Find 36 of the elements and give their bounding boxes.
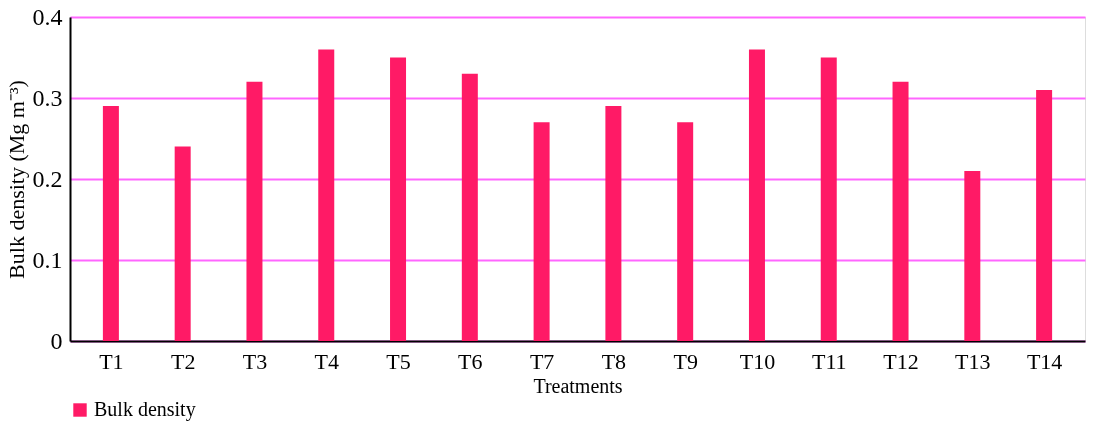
x-tick-label: T8 <box>601 348 627 374</box>
x-tick-label: T13 <box>955 348 991 374</box>
bar <box>748 49 765 341</box>
x-tick-label: T3 <box>242 348 268 374</box>
bar <box>964 170 981 341</box>
x-tick-label: T4 <box>314 348 339 374</box>
x-tick-label: T11 <box>811 348 847 374</box>
x-tick-label: T5 <box>386 348 411 374</box>
y-tick-label: 0.3 <box>32 84 63 111</box>
bar <box>461 73 478 341</box>
bar <box>605 106 622 341</box>
bar <box>318 49 335 341</box>
y-tick-label: 0.4 <box>32 3 63 30</box>
x-tick-label: T14 <box>1026 348 1063 374</box>
x-tick-label: T7 <box>529 348 555 374</box>
x-axis-title: Treatments <box>533 374 623 397</box>
x-tick-label: T12 <box>883 348 919 374</box>
x-tick-label: T1 <box>99 348 124 374</box>
bar <box>677 122 694 341</box>
bar <box>892 81 909 341</box>
bar <box>390 57 407 341</box>
y-tick-label: 0 <box>50 327 63 354</box>
x-tick-label: T9 <box>673 348 698 374</box>
bar <box>102 106 119 341</box>
x-tick-label: T6 <box>458 348 483 374</box>
bar <box>174 146 191 341</box>
bar <box>533 122 550 341</box>
x-tick-label: T2 <box>170 348 196 374</box>
bar <box>1036 89 1053 341</box>
bar <box>820 57 837 341</box>
y-tick-label: 0.1 <box>32 246 63 273</box>
x-tick-label: T10 <box>739 348 776 374</box>
bar <box>246 81 263 341</box>
y-axis-title: Bulk density (Mg m⁻³) <box>3 80 29 279</box>
legend-label: Bulk density <box>94 398 196 421</box>
y-tick-label: 0.2 <box>32 165 63 192</box>
